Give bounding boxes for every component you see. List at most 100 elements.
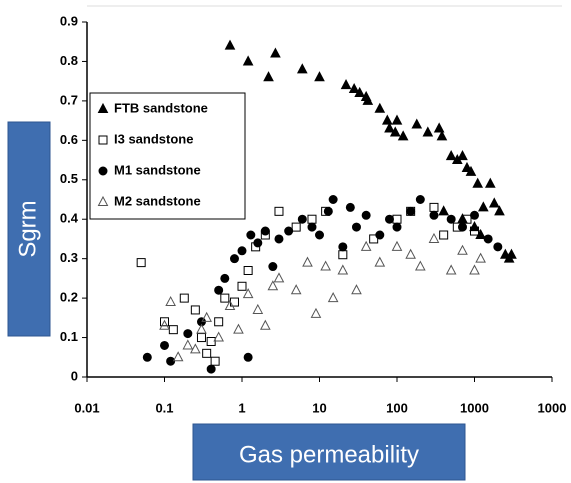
x-axis-label: Gas permeability xyxy=(239,441,419,468)
point xyxy=(433,122,445,133)
point xyxy=(414,260,426,271)
point xyxy=(411,118,423,129)
point xyxy=(348,82,360,94)
point xyxy=(182,339,194,350)
y-tick-label: 0.4 xyxy=(60,211,79,226)
y-tick-label: 0.9 xyxy=(60,13,78,28)
point xyxy=(267,280,279,291)
point xyxy=(488,197,500,208)
point xyxy=(391,114,403,125)
point xyxy=(196,333,206,343)
point xyxy=(338,250,348,260)
point xyxy=(327,292,339,303)
point xyxy=(483,234,493,244)
point xyxy=(233,323,244,334)
point xyxy=(506,248,517,259)
point xyxy=(462,214,472,224)
point xyxy=(457,150,468,161)
point xyxy=(296,63,308,74)
point xyxy=(338,242,348,252)
point xyxy=(136,258,146,268)
point xyxy=(494,205,505,216)
point xyxy=(472,177,484,188)
point xyxy=(428,232,440,243)
point xyxy=(206,364,216,374)
point xyxy=(361,210,371,220)
y-tick-label: 0.7 xyxy=(60,92,78,107)
point xyxy=(242,288,254,299)
point xyxy=(445,150,457,161)
point xyxy=(415,195,425,204)
point xyxy=(196,323,207,334)
point xyxy=(354,86,366,97)
x-tick-label: 0.01 xyxy=(74,400,99,415)
point xyxy=(484,177,496,188)
legend-box xyxy=(89,92,246,220)
point xyxy=(297,214,307,224)
point xyxy=(214,285,224,295)
point xyxy=(470,210,479,220)
y-tick-label: 0.6 xyxy=(60,132,78,147)
point xyxy=(328,195,338,204)
point xyxy=(384,122,395,133)
point xyxy=(307,214,317,224)
point xyxy=(429,202,439,212)
point xyxy=(392,222,402,232)
point xyxy=(438,205,449,216)
point xyxy=(291,222,301,232)
point xyxy=(253,238,263,248)
point xyxy=(436,130,448,141)
point xyxy=(320,260,331,271)
point xyxy=(478,201,489,212)
legend-label: M1 sandstone xyxy=(114,162,201,177)
point xyxy=(201,311,212,322)
point xyxy=(475,252,486,263)
point xyxy=(469,221,480,232)
point xyxy=(465,165,477,176)
point xyxy=(190,305,200,315)
point xyxy=(160,317,169,327)
point xyxy=(374,256,386,267)
point xyxy=(220,273,230,283)
point xyxy=(242,55,254,66)
legend-label: M2 sandstone xyxy=(114,193,201,208)
legend-marker xyxy=(97,102,109,113)
point xyxy=(273,272,285,283)
legend-marker xyxy=(98,135,108,145)
point xyxy=(165,295,176,307)
point xyxy=(243,352,253,362)
point xyxy=(469,264,480,275)
x-label-box xyxy=(192,423,466,481)
point xyxy=(210,356,220,366)
point xyxy=(389,126,401,137)
x-tick-label: 0.1 xyxy=(155,400,173,415)
point xyxy=(243,266,253,275)
point xyxy=(493,242,503,252)
point xyxy=(270,47,281,58)
point xyxy=(214,317,224,327)
y-tick-label: 0.5 xyxy=(60,171,78,186)
point xyxy=(252,303,264,314)
legend-label: I3 sandstone xyxy=(114,131,193,146)
point xyxy=(260,226,270,236)
point xyxy=(470,226,479,236)
point xyxy=(274,234,284,244)
point xyxy=(315,230,324,240)
point xyxy=(351,284,362,295)
y-axis-label: Sgrm xyxy=(14,200,41,257)
point xyxy=(345,202,355,212)
point xyxy=(220,293,230,303)
point xyxy=(457,244,468,255)
y-tick-label: 0.3 xyxy=(60,250,78,265)
point xyxy=(213,331,225,342)
point xyxy=(446,214,456,224)
legend-label: FTB sandstone xyxy=(114,100,208,115)
legend-marker xyxy=(97,195,109,206)
y-label-box xyxy=(7,121,51,337)
point xyxy=(310,307,322,318)
point xyxy=(307,222,317,232)
point xyxy=(340,79,352,90)
point xyxy=(172,351,184,362)
point xyxy=(142,352,152,362)
